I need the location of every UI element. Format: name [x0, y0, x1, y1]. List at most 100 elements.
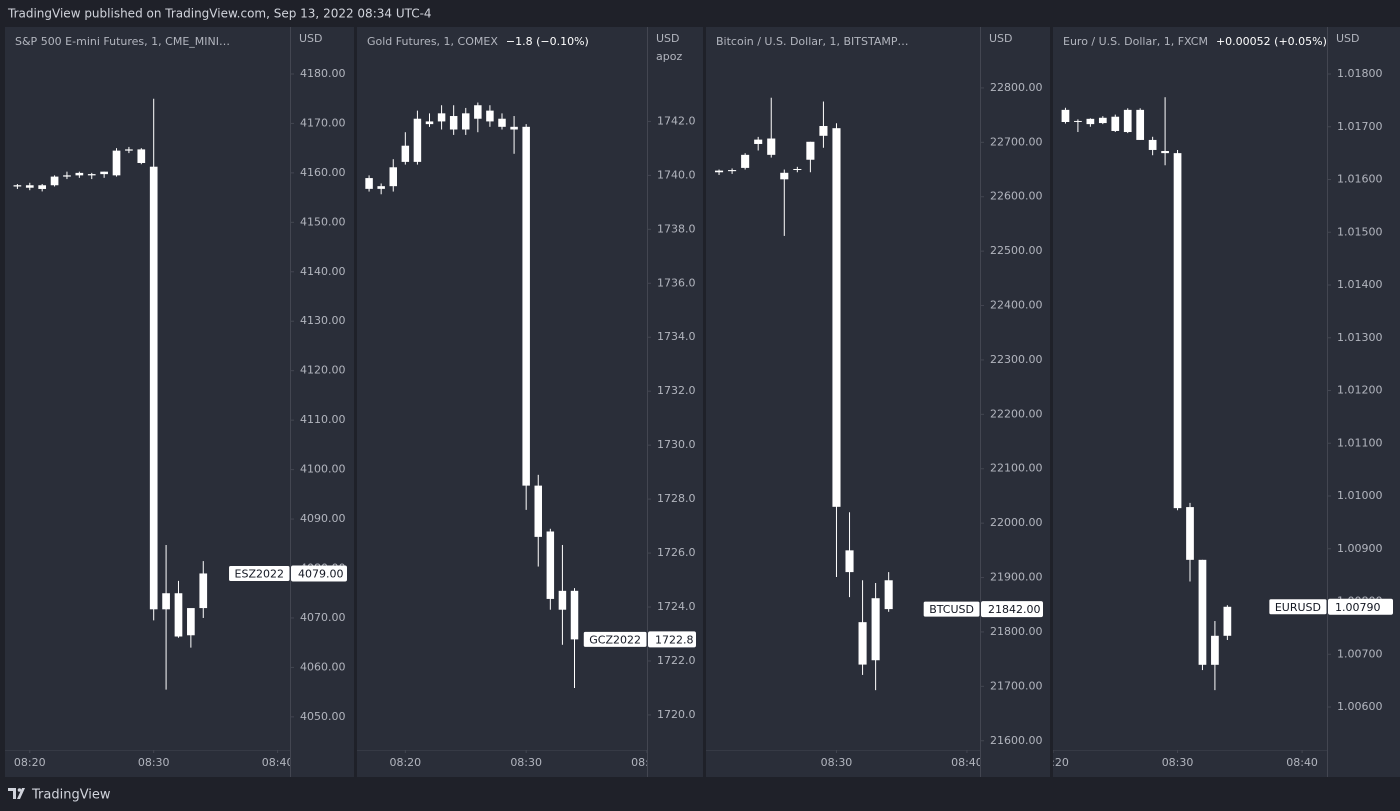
candle-body: [437, 113, 446, 122]
symbol-tag: [922, 600, 981, 618]
chart-panel: 08:30 08:40 Bitcoin / U.S. Dollar, 1, BITS…: [706, 27, 1050, 777]
candle-body: [38, 185, 47, 189]
candle-body: [1198, 559, 1207, 665]
last-price-label: 1.00790: [1335, 601, 1381, 614]
y-tick-label: 4090.00: [300, 512, 346, 525]
y-tick-label: 22600.00: [990, 190, 1043, 203]
y-tick-label: 4120.00: [300, 364, 346, 377]
y-tick-label: 1740.0: [657, 168, 696, 181]
y-tick-label: 4180.00: [300, 67, 346, 80]
candle-body: [137, 149, 146, 163]
y-tick-label: 4100.00: [300, 463, 346, 476]
x-tick-label: 08:30: [510, 756, 542, 769]
candle-body: [1186, 507, 1194, 560]
y-tick-label: 1734.0: [657, 330, 696, 343]
candle-body: [1086, 118, 1095, 125]
y-tick-label: 1.01000: [1337, 489, 1383, 502]
symbol-tag-label: BTCUSD: [929, 603, 974, 616]
candle-body: [1211, 635, 1219, 665]
candle-body: [365, 178, 373, 189]
y-tick-label: 22000.00: [990, 516, 1043, 529]
candle-body: [1161, 151, 1169, 154]
last-price-label: 4079.00: [298, 567, 344, 580]
chart-title: Bitcoin / U.S. Dollar, 1, BITSTAMP…: [716, 35, 909, 48]
y-tick-label: 1.01500: [1337, 225, 1383, 238]
candle-body: [498, 118, 506, 127]
last-price-label: 1722.8: [655, 633, 694, 646]
y-tick-label: 4070.00: [300, 611, 346, 624]
y-tick-label: 4050.00: [300, 710, 346, 723]
y-tick-label: 1730.0: [657, 438, 696, 451]
candle-body: [1173, 153, 1182, 509]
y-tick-label: 22100.00: [990, 462, 1043, 475]
candle-body: [780, 172, 789, 180]
candle-body: [425, 121, 434, 125]
candle-body: [13, 185, 22, 187]
y-tick-label: 1732.0: [657, 384, 696, 397]
chart-panel: 08:20 08:30 08:40 Gold Futures, 1, COMEX −1.…: [357, 27, 703, 777]
candle-body: [125, 149, 133, 151]
x-tick-label: 08:40: [631, 756, 663, 769]
candle-body: [819, 126, 828, 136]
x-tick-label: 08:30: [138, 756, 170, 769]
currency-label: USD: [989, 32, 1013, 45]
last-price-tag: [291, 565, 347, 582]
y-tick-label: 1738.0: [657, 222, 696, 235]
candle-body: [174, 593, 183, 637]
plot-area: 08:20 08:30 08:40: [5, 98, 290, 769]
x-tick-label: 08:30: [821, 756, 853, 769]
candle-body: [187, 608, 195, 636]
y-tick-label: 22300.00: [990, 353, 1043, 366]
y-tick-label: 1728.0: [657, 492, 696, 505]
candle-body: [715, 170, 724, 173]
plot-area: 08:20 08:30 08:40: [1037, 97, 1327, 769]
last-price-tag: [1328, 598, 1393, 615]
y-tick-label: 1736.0: [657, 276, 696, 289]
y-tick-label: 21700.00: [990, 679, 1043, 692]
y-tick-label: 1.01800: [1337, 67, 1383, 80]
y-tick-label: 4130.00: [300, 314, 346, 327]
plot-area: 08:30 08:40: [706, 97, 980, 769]
candle-body: [754, 139, 763, 144]
y-tick-label: 1.01700: [1337, 120, 1383, 133]
y-tick-label: 4110.00: [300, 413, 346, 426]
logo: [8, 788, 25, 799]
chart-panel: 08:20 08:30 08:40 S&P 500 E-mini Futures, 1…: [5, 27, 354, 777]
price-change: −1.8 (−0.10%): [506, 35, 589, 48]
chart-title: S&P 500 E-mini Futures, 1, CME_MINI…: [15, 35, 230, 48]
candle-body: [413, 118, 422, 162]
symbol-tag: [582, 630, 648, 648]
chart-title: Euro / U.S. Dollar, 1, FXCM: [1063, 35, 1208, 48]
x-tick-label: 08:30: [1162, 756, 1194, 769]
candle-body: [474, 105, 482, 119]
last-price-tag: [648, 631, 696, 648]
y-tick-label: 21900.00: [990, 571, 1043, 584]
symbol-tag-label: ESZ2022: [235, 567, 284, 580]
currency-label: USD: [299, 32, 323, 45]
y-tick-label: 1724.0: [657, 600, 696, 613]
y-tick-label: 22200.00: [990, 407, 1043, 420]
panel-background: [5, 27, 354, 777]
footer[interactable]: TradingView: [31, 788, 111, 803]
y-tick-label: 22500.00: [990, 244, 1043, 257]
candle-body: [162, 593, 170, 610]
candle-body: [75, 172, 84, 176]
candle-body: [100, 171, 108, 175]
last-price-label: 21842.00: [988, 603, 1041, 616]
candle-body: [767, 138, 776, 155]
candle-body: [858, 622, 867, 665]
candle-body: [570, 590, 579, 640]
y-tick-label: 1722.0: [657, 654, 696, 667]
symbol-tag-label: EURUSD: [1275, 601, 1321, 614]
x-tick-label: 08:20: [1037, 756, 1069, 769]
candle-body: [199, 573, 208, 609]
y-tick-label: 4150.00: [300, 215, 346, 228]
candle-body: [845, 550, 854, 573]
x-tick-label: 08:20: [389, 756, 421, 769]
candle-body: [1098, 117, 1107, 124]
candle-body: [884, 580, 893, 610]
y-tick-label: 21800.00: [990, 625, 1043, 638]
y-tick-label: 4160.00: [300, 166, 346, 179]
y-tick-label: 1.01600: [1337, 173, 1383, 186]
